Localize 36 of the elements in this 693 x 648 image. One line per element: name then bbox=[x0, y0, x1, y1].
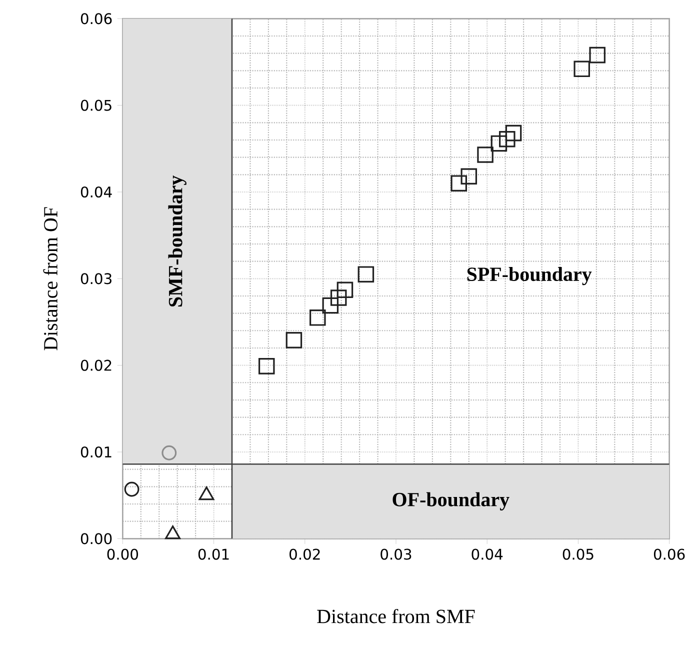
band-label: SMF-boundary bbox=[168, 175, 186, 306]
y-tick-label: 0.00 bbox=[80, 533, 112, 544]
point bbox=[162, 445, 177, 460]
x-tick-label: 0.03 bbox=[380, 548, 412, 560]
point bbox=[358, 266, 374, 282]
y-tick-label: 0.06 bbox=[80, 13, 112, 24]
point bbox=[286, 332, 302, 348]
point bbox=[499, 130, 516, 148]
point bbox=[450, 175, 467, 192]
x-tick-label: 0.00 bbox=[107, 548, 138, 560]
y-tick-label: 0.05 bbox=[80, 100, 112, 111]
y-axis-title: Distance from OF bbox=[43, 207, 58, 350]
point bbox=[258, 358, 275, 374]
point bbox=[124, 482, 140, 497]
point bbox=[505, 124, 522, 142]
x-tick-label: 0.05 bbox=[562, 548, 594, 560]
y-tick-label: 0.01 bbox=[80, 446, 112, 458]
x-tick-label: 0.02 bbox=[290, 548, 320, 560]
point bbox=[336, 282, 354, 298]
point bbox=[477, 146, 494, 163]
point bbox=[330, 290, 347, 306]
point bbox=[310, 310, 326, 326]
band-label: OF-boundary bbox=[392, 492, 510, 510]
y-tick-label: 0.02 bbox=[80, 360, 112, 371]
y-tick-label: 0.03 bbox=[80, 273, 112, 284]
annotation: SPF-boundary bbox=[467, 266, 592, 286]
point bbox=[460, 168, 478, 185]
x-tick-label: 0.04 bbox=[472, 548, 503, 560]
x-tick-label: 0.06 bbox=[654, 548, 685, 560]
point bbox=[322, 297, 339, 314]
point bbox=[589, 46, 606, 64]
x-axis-title: Distance from SMF bbox=[317, 608, 475, 624]
point bbox=[490, 135, 508, 152]
y-tick-label: 0.04 bbox=[80, 186, 112, 198]
x-tick-label: 0.01 bbox=[198, 548, 229, 560]
point bbox=[574, 60, 590, 78]
